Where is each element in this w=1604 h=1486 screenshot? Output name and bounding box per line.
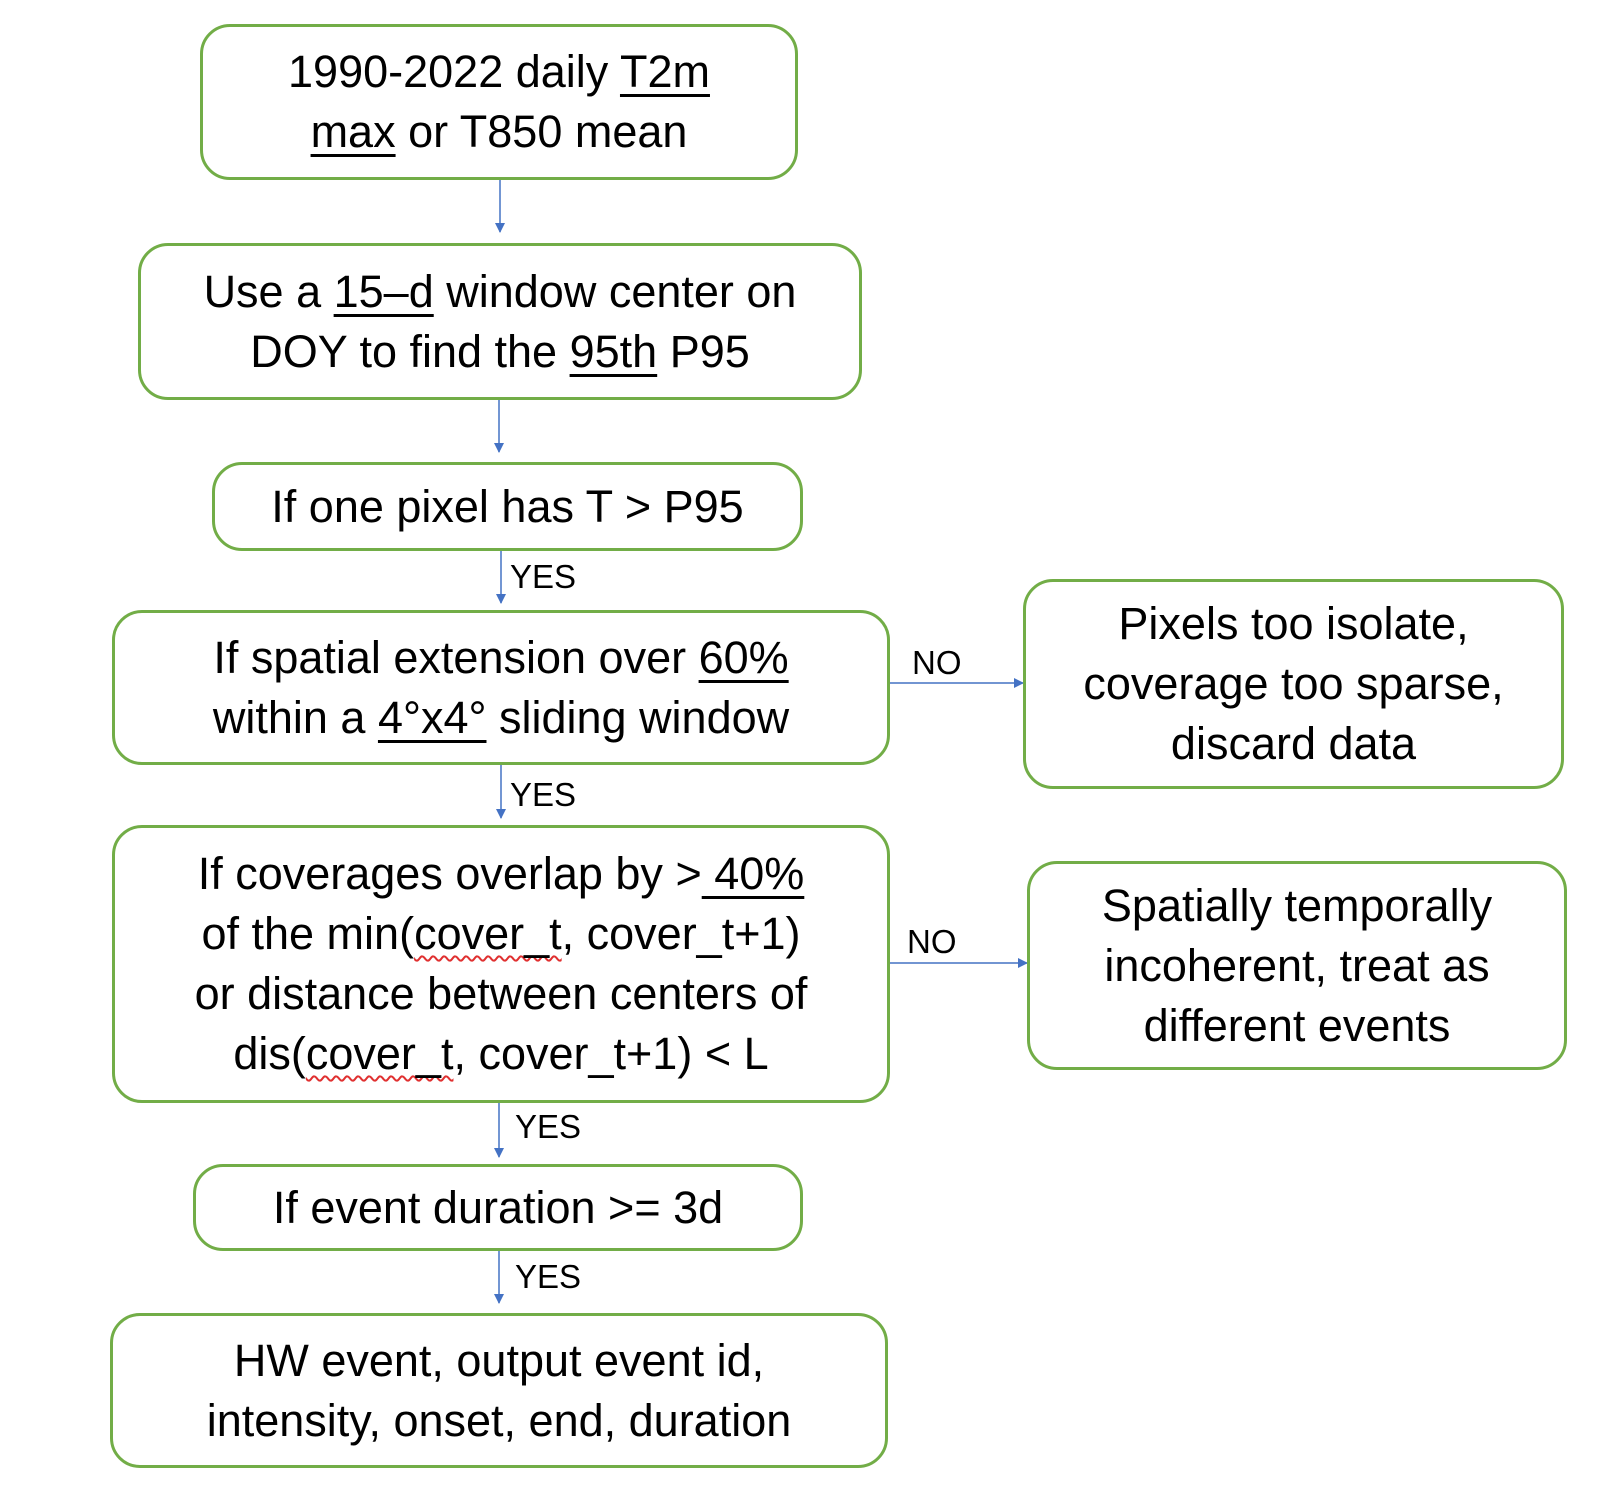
node-text-line: dis(cover_t, cover_t+1) < L [233,1028,769,1079]
node-text-line: 1990-2022 daily T2m [288,46,710,97]
node-text-line: of the min(cover_t, cover_t+1) [201,908,801,959]
edge-label-yes: YES [515,1258,582,1295]
node-text-line: intensity, onset, end, duration [206,1394,792,1446]
node-text-line: discard data [1170,718,1417,769]
node-text-line: Spatially temporally [1101,879,1493,931]
edge-label-no: NO [912,644,962,681]
node-text-line: If event duration >= 3d [272,1181,724,1233]
node-text-line: max or T850 mean [310,106,688,157]
edge-label-yes: YES [510,558,577,595]
edge-label-yes: YES [510,776,577,813]
node-spatial-extension: If spatial extension over 60% within a 4… [112,610,890,765]
node-text-line: Pixels too isolate, [1118,598,1469,649]
edge-label-yes: YES [515,1108,582,1145]
node-text-line: or distance between centers of [194,968,808,1019]
node-threshold-check: If one pixel has T > P95 [212,462,803,551]
node-text-line: within a 4°x4° sliding window [212,691,790,743]
node-duration-check: If event duration >= 3d [193,1164,803,1251]
node-text-line: HW event, output event id, [233,1334,765,1386]
node-incoherent-events: Spatially temporally incoherent, treat a… [1027,861,1567,1070]
node-hw-event-output: HW event, output event id, intensity, on… [110,1313,888,1468]
node-text-line: Use a 15–d window center on [203,265,797,317]
node-text-line: coverage too sparse, [1083,658,1504,709]
node-coverage-overlap: If coverages overlap by > 40% of the min… [112,825,890,1103]
node-text-line: If coverages overlap by > 40% [197,848,805,899]
node-discard-data: Pixels too isolate, coverage too sparse,… [1023,579,1564,789]
node-text-line: incoherent, treat as [1104,939,1490,991]
node-text-line: different events [1143,999,1451,1051]
node-text-line: If spatial extension over 60% [213,631,789,683]
node-percentile-window: Use a 15–d window center on DOY to find … [138,243,862,400]
node-text-line: DOY to find the 95th P95 [250,325,750,377]
node-text-line: If one pixel has T > P95 [271,480,744,532]
edge-label-no: NO [907,923,957,960]
node-input-data: 1990-2022 daily T2m max or T850 mean [200,24,798,180]
